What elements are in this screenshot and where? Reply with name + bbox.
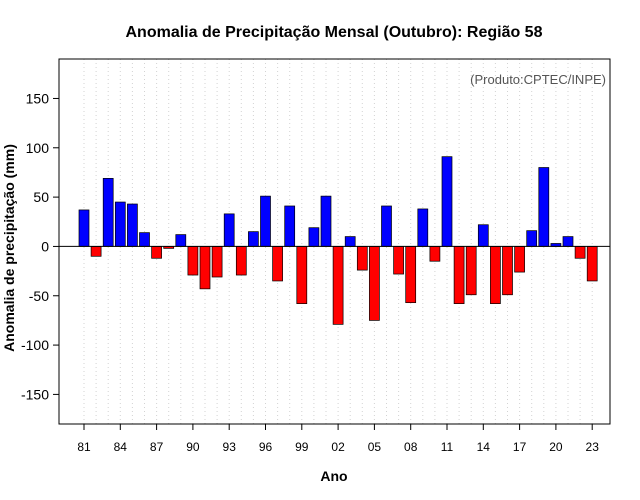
bar-2018 xyxy=(526,230,538,247)
x-tick-label: 96 xyxy=(259,440,273,454)
bar-2021 xyxy=(562,236,574,247)
bar-2000 xyxy=(308,227,320,247)
bar-2004 xyxy=(356,246,368,271)
bar-2016 xyxy=(502,246,513,296)
bar-2015 xyxy=(490,246,501,304)
x-tick-label: 23 xyxy=(586,440,600,454)
x-tick-label: 84 xyxy=(114,440,128,454)
bar-1990 xyxy=(187,246,199,276)
bar-1987 xyxy=(151,246,162,259)
bar-1997 xyxy=(272,246,283,282)
bar-2003 xyxy=(344,236,356,247)
bar-1981 xyxy=(78,209,90,247)
bar-1998 xyxy=(284,205,296,247)
grid-lines xyxy=(83,59,593,424)
x-tick-label: 14 xyxy=(477,440,491,454)
x-tick-label: 20 xyxy=(549,440,563,454)
chart-title: Anomalia de Precipitação Mensal (Outubro… xyxy=(126,24,543,41)
bar-1992 xyxy=(211,246,223,278)
x-tick-label: 90 xyxy=(186,440,200,454)
bar-2023 xyxy=(586,246,598,282)
bar-2017 xyxy=(514,246,525,273)
bar-1983 xyxy=(102,178,114,247)
bar-1984 xyxy=(114,201,126,247)
bar-2008 xyxy=(405,246,417,304)
y-tick-label: 0 xyxy=(41,238,49,254)
bar-2006 xyxy=(381,205,392,247)
bar-2010 xyxy=(429,246,441,262)
x-tick-label: 08 xyxy=(404,440,418,454)
x-tick-label: 99 xyxy=(295,440,309,454)
bar-2022 xyxy=(574,246,586,259)
bar-2002 xyxy=(332,246,344,325)
bar-1991 xyxy=(199,246,211,290)
bars xyxy=(78,156,598,325)
x-tick-label: 87 xyxy=(150,440,164,454)
bar-1982 xyxy=(90,246,102,257)
y-axis-title: Anomalia de precipitação (mm) xyxy=(1,144,17,352)
y-tick-label: 50 xyxy=(33,189,49,205)
bar-1999 xyxy=(296,246,308,304)
bar-1996 xyxy=(260,195,271,247)
y-tick-label: 150 xyxy=(26,90,50,106)
bar-2014 xyxy=(477,224,489,247)
bar-1986 xyxy=(139,232,150,247)
bar-1994 xyxy=(235,246,247,276)
product-credit: (Produto:CPTEC/INPE) xyxy=(470,72,606,87)
x-tick-label: 11 xyxy=(441,440,454,454)
bar-2012 xyxy=(453,246,465,304)
y-tick-label: -100 xyxy=(21,337,49,353)
bar-2005 xyxy=(369,246,380,321)
x-axis: 81 84 87 90 93 96 99 02 05 08 11 14 17 20 23 xyxy=(77,424,599,454)
x-tick-label: 81 xyxy=(77,440,91,454)
bar-2001 xyxy=(320,195,332,247)
x-tick-label: 93 xyxy=(223,440,237,454)
bar-1989 xyxy=(175,234,187,247)
y-tick-label: 100 xyxy=(26,140,50,156)
bar-1993 xyxy=(223,213,235,247)
y-axis: -150 -100 -50 0 50 100 150 xyxy=(21,90,59,402)
x-tick-label: 05 xyxy=(368,440,382,454)
bar-2011 xyxy=(441,156,453,247)
x-tick-label: 17 xyxy=(513,440,527,454)
y-tick-label: -50 xyxy=(29,288,49,304)
plot-frame xyxy=(58,58,611,425)
bar-1985 xyxy=(127,203,138,247)
bar-2007 xyxy=(393,246,404,275)
bar-2019 xyxy=(538,167,550,247)
bar-1995 xyxy=(248,231,259,247)
y-tick-label: -150 xyxy=(21,386,49,402)
bar-2009 xyxy=(417,208,429,247)
x-axis-title: Ano xyxy=(320,468,347,484)
x-tick-label: 02 xyxy=(331,440,345,454)
bar-2013 xyxy=(465,246,477,296)
